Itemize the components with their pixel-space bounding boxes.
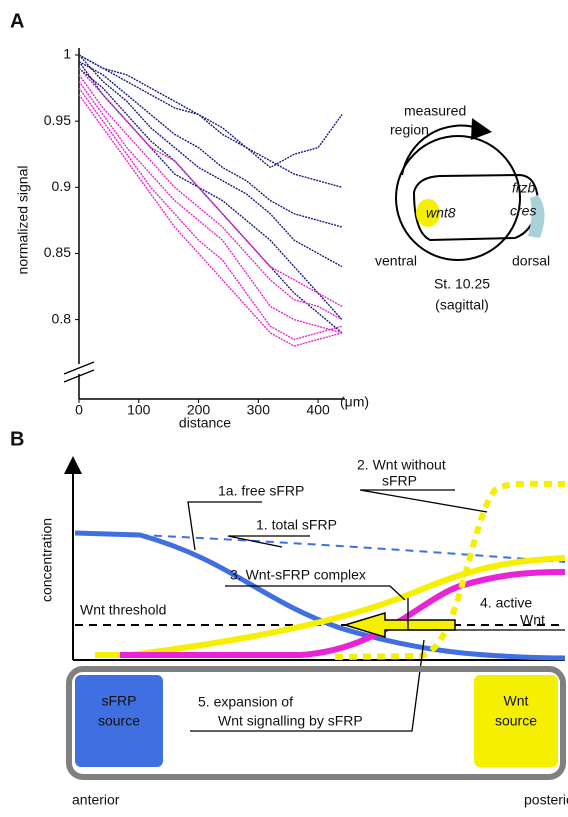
x-tick-label: 200 <box>187 402 211 418</box>
wnt-source <box>474 675 558 767</box>
data-line <box>78 61 343 334</box>
curve <box>120 569 566 658</box>
label: source <box>98 713 140 729</box>
x-tick-label: 300 <box>247 402 271 418</box>
data-line <box>78 61 343 228</box>
data-line <box>78 67 343 307</box>
data-line <box>78 81 343 334</box>
label: Wnt signalling by sFRP <box>218 713 363 729</box>
panel-label: B <box>10 428 24 450</box>
label: 4. active <box>480 595 532 611</box>
frzb-domain <box>528 195 545 238</box>
data-line <box>78 54 343 268</box>
label: frzb <box>512 180 536 196</box>
panel-label: A <box>10 10 24 32</box>
curve <box>74 530 566 661</box>
embryo-outline <box>395 135 521 261</box>
data-line <box>78 94 343 347</box>
y-tick-label: 0.9 <box>52 178 72 194</box>
label: source <box>495 713 537 729</box>
label: region <box>390 122 429 138</box>
data-line <box>78 54 343 169</box>
arrowhead <box>471 118 492 140</box>
label: dorsal <box>512 253 550 269</box>
label: Wnt threshold <box>80 602 166 618</box>
y-tick-label: 1 <box>63 46 71 62</box>
label: 1a. free sFRP <box>218 483 304 499</box>
label: Wnt <box>504 693 529 709</box>
x-unit: (μm) <box>340 394 369 410</box>
arc-arrow <box>401 124 479 176</box>
label: 2. Wnt without <box>357 457 446 473</box>
label: 1. total sFRP <box>256 517 337 533</box>
plot-area: 0.8 0.85 0.9 0.95 1 0 100 200 300 400 <box>44 46 343 418</box>
axis-break <box>63 361 95 375</box>
embryo-diagram: measured region wnt8 frzb cres ventral d… <box>375 103 550 313</box>
x-tick-label: 400 <box>306 402 330 418</box>
label: ventral <box>375 253 417 269</box>
axis-break-gap <box>70 364 88 374</box>
x-axis-label: distance <box>179 415 231 431</box>
label: concentration <box>39 518 55 602</box>
data-line <box>78 67 343 321</box>
model-diagram: concentration 1a. free sFRP 1. total sFR… <box>39 456 568 808</box>
data-line <box>78 87 343 341</box>
label: (sagittal) <box>435 297 489 313</box>
sfrp-source <box>75 675 163 767</box>
y-tick-label: 0.8 <box>52 310 72 326</box>
x-tick-label: 0 <box>75 402 83 418</box>
arrowhead <box>64 456 82 474</box>
label: posterior <box>524 792 568 808</box>
label: wnt8 <box>426 205 456 221</box>
tissue-box <box>66 666 566 780</box>
label: Wnt <box>520 612 545 628</box>
y-tick-label: 0.95 <box>44 112 71 128</box>
y-axis-label: normalized signal <box>15 166 31 275</box>
axis-break <box>63 369 95 383</box>
label: sFRP <box>382 473 417 489</box>
curve <box>95 555 566 658</box>
label: 3. Wnt-sFRP complex <box>230 567 366 583</box>
y-tick-label: 0.85 <box>44 244 71 260</box>
wnt8-domain <box>416 199 440 227</box>
label: cres <box>510 203 536 219</box>
label: St. 10.25 <box>434 276 490 292</box>
label: sFRP <box>102 693 137 709</box>
label: 5. expansion of <box>198 694 293 710</box>
label: anterior <box>72 792 120 808</box>
label: measured <box>404 103 466 119</box>
curve <box>139 534 566 563</box>
data-line <box>78 74 343 321</box>
x-tick-label: 100 <box>127 402 151 418</box>
